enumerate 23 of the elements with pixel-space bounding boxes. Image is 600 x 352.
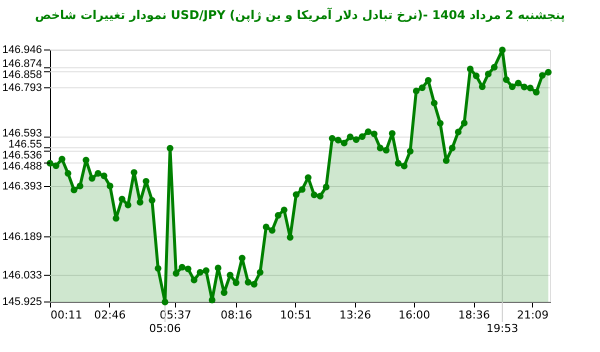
x-tick-label: 02:46 (94, 308, 126, 322)
y-tick-label: 146.874 (2, 58, 42, 70)
y-tick-label: 146.55 (8, 138, 42, 150)
x-tick-label: 13:26 (339, 308, 372, 322)
y-tick-label: 145.925 (2, 296, 42, 308)
y-tick-label: 146.488 (2, 160, 42, 172)
y-tick-label: 146.189 (2, 230, 42, 243)
y-tick-label: 146.033 (2, 269, 42, 282)
y-tick-label: 146.536 (2, 149, 42, 162)
x-tick-label: 21:09 (516, 308, 549, 322)
x-tick-label: 08:16 (220, 308, 252, 322)
annotation: 05:06 (149, 322, 181, 335)
x-tick-label: 16:00 (398, 308, 430, 322)
y-tick-label: 146.946 (2, 44, 42, 56)
x-tick-label: 18:36 (458, 308, 490, 322)
x-tick-label: 00:11 (50, 308, 82, 322)
y-tick-label: 146.793 (2, 82, 42, 94)
annotation: 19:53 (486, 322, 518, 335)
x-tick-label: 10:51 (280, 308, 312, 322)
chart-title: نمودار تغییرات شاخص USD/JPY (نرخ تبادل دلار آمریکا و ین ژاپن)- پنجشنبه 2 مرداد 1404 (34, 7, 566, 22)
y-tick-label: 146.593 (2, 127, 42, 140)
y-tick-label: 146.858 (2, 69, 42, 82)
y-tick-label: 146.393 (2, 180, 42, 192)
